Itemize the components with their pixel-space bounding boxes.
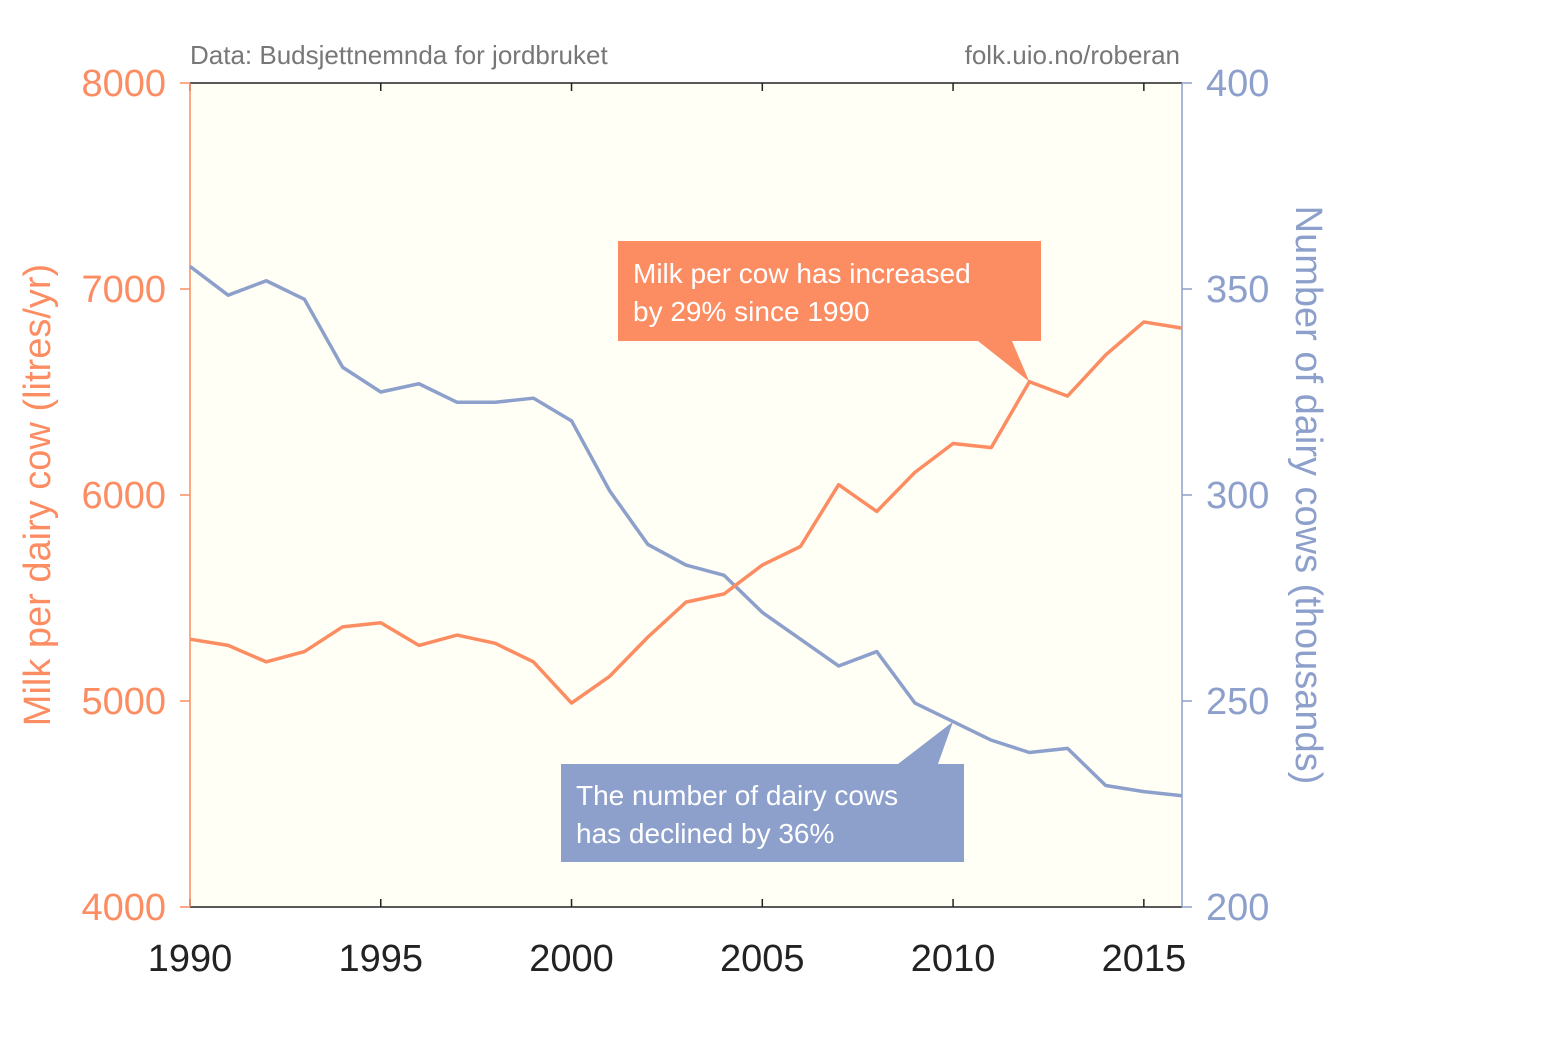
x-tick-label: 1990	[148, 938, 233, 980]
x-tick-label: 2010	[911, 938, 996, 980]
callout-cows-box	[561, 721, 964, 862]
series-line-cows	[188, 264, 1183, 798]
callout-milk: Milk per cow has increased by 29% since …	[618, 241, 1041, 382]
y-right-tick-label: 200	[1206, 887, 1269, 929]
y-left-tick-label: 6000	[81, 475, 166, 517]
tick-labels: 1990 1995 2000 2005 2010 2015 4000 5000 6000 7000…	[81, 63, 1269, 980]
left-axis-title: Milk per dairy cow (litres/yr)	[17, 264, 59, 726]
author-credit: folk.uio.no/roberan	[965, 40, 1180, 70]
y-right-tick-label: 350	[1206, 269, 1269, 311]
y-left-tick-label: 5000	[81, 681, 166, 723]
callout-milk-line-1: Milk per cow has increased	[633, 258, 971, 289]
source-credit: Data: Budsjettnemnda for jordbruket	[190, 40, 608, 70]
callout-cows: The number of dairy cows has declined by…	[561, 721, 964, 862]
axis-ticks	[180, 82, 1192, 908]
callout-milk-box	[618, 241, 1041, 382]
x-tick-label: 2005	[720, 938, 805, 980]
callout-cows-line-2: has declined by 36%	[576, 818, 834, 849]
y-right-tick-label: 250	[1206, 681, 1269, 723]
series-line-milk	[189, 320, 1183, 705]
callout-cows-line-1: The number of dairy cows	[576, 780, 898, 811]
y-left-tick-label: 8000	[81, 63, 166, 105]
y-right-tick-label: 300	[1206, 475, 1269, 517]
x-tick-label: 2015	[1102, 938, 1187, 980]
x-tick-label: 1995	[338, 938, 423, 980]
callout-milk-line-2: by 29% since 1990	[633, 296, 870, 327]
y-right-tick-label: 400	[1206, 63, 1269, 105]
y-left-tick-label: 7000	[81, 269, 166, 311]
y-left-tick-label: 4000	[81, 887, 166, 929]
x-tick-label: 2000	[529, 938, 614, 980]
right-axis-title: Number of dairy cows (thousands)	[1287, 206, 1329, 785]
